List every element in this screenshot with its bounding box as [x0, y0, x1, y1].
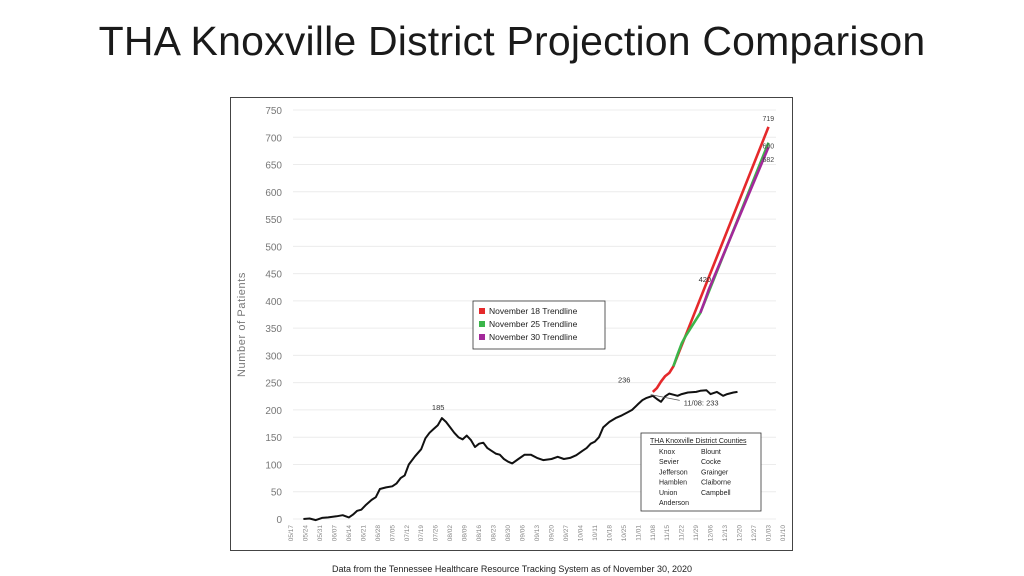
peak-value-label: 185	[432, 403, 445, 412]
counties-box: THA Knoxville District Counties Knox Sevie…	[640, 432, 762, 512]
annotation-pointer	[650, 394, 680, 401]
county-name: Grainger	[701, 469, 729, 476]
x-tick-label: 08/09	[462, 525, 469, 542]
counties-frame	[640, 432, 762, 512]
data-source-note: Data from the Tennessee Healthcare Resou…	[331, 564, 693, 574]
county-name: Cocke	[701, 459, 721, 466]
counties-title: THA Knoxville District Counties	[650, 438, 747, 445]
county-name: Union	[659, 490, 677, 497]
x-tick-label: 07/26	[433, 525, 440, 542]
county-name: Campbell	[701, 490, 731, 497]
y-tick-label: 350	[265, 324, 282, 335]
x-tick-label: 11/15	[664, 525, 671, 541]
x-tick-label: 05/31	[317, 525, 324, 542]
legend-frame	[472, 300, 606, 350]
x-tick-label: 11/08	[650, 525, 657, 541]
x-tick-label: 06/14	[346, 525, 353, 542]
x-tick-label: 12/20	[737, 525, 744, 542]
y-tick-label: 650	[265, 161, 282, 172]
y-axis-label: Number of Patients	[236, 272, 248, 377]
legend-swatch	[479, 321, 485, 327]
county-name: Knox	[659, 449, 675, 456]
x-tick-label: 09/20	[548, 525, 555, 542]
y-tick-label: 600	[265, 188, 282, 199]
x-tick-label: 12/13	[722, 525, 729, 542]
x-tick-label: 08/16	[476, 525, 483, 542]
y-tick-label: 0	[276, 515, 282, 526]
trendline-end-label: 690	[763, 144, 775, 151]
x-tick-label: 12/06	[708, 525, 715, 542]
trendline-november-25-trendline	[672, 142, 770, 367]
x-tick-label: 10/04	[577, 525, 584, 542]
y-tick-label: 400	[265, 297, 282, 308]
x-tick-label: 07/05	[389, 525, 396, 542]
x-tick-label: 11/29	[693, 525, 700, 541]
legend-swatch	[479, 308, 485, 314]
x-tick-label: 07/12	[404, 525, 411, 542]
county-name: Sevier	[659, 459, 680, 466]
legend-entry: November 25 Trendline	[489, 319, 578, 329]
page-title: THA Knoxville District Projection Compar…	[98, 18, 926, 64]
x-tick-label: 10/18	[606, 525, 613, 542]
trendline-end-label: 719	[763, 116, 775, 123]
county-name: Anderson	[659, 500, 689, 507]
x-tick-label: 06/28	[375, 525, 382, 542]
chart-frame: 0 50 100 150 200 250 300 350 400 450 500 550 600 650 7…	[230, 97, 793, 551]
x-tick-label: 06/07	[331, 525, 338, 542]
x-tick-label: 08/23	[491, 525, 498, 542]
legend-swatch	[479, 334, 485, 340]
y-tick-label: 50	[271, 488, 283, 499]
x-tick-label: 10/25	[621, 525, 628, 542]
y-tick-label: 500	[265, 242, 282, 253]
legend-entry: November 18 Trendline	[489, 306, 578, 316]
x-tick-label: 06/21	[360, 525, 367, 542]
county-name: Jefferson	[659, 469, 688, 476]
county-name: Claiborne	[701, 480, 731, 487]
y-tick-label: 750	[265, 106, 282, 117]
x-tick-label: 07/19	[418, 525, 425, 542]
x-tick-label: 11/22	[679, 525, 686, 541]
y-tick-label: 450	[265, 270, 282, 281]
trendline-november-18-trendline	[651, 126, 770, 393]
peak-value-label: 236	[618, 375, 631, 384]
y-tick-label: 150	[265, 433, 282, 444]
y-tick-label: 200	[265, 406, 282, 417]
x-tick-label: 01/03	[766, 525, 773, 542]
y-tick-label: 250	[265, 379, 282, 390]
county-name: Hamblen	[659, 480, 687, 487]
x-tick-label: 09/13	[534, 525, 541, 542]
legend-entry: November 30 Trendline	[489, 332, 578, 342]
y-tick-label: 700	[265, 133, 282, 144]
x-tick-label: 05/17	[288, 525, 295, 542]
x-tick-label: 08/30	[505, 525, 512, 542]
trendline-november-30-trendline	[699, 146, 770, 314]
y-tick-label: 300	[265, 351, 282, 362]
x-tick-label: 09/06	[520, 525, 527, 542]
peak-value-label: 420	[699, 275, 712, 284]
actual-patients-line	[303, 389, 738, 522]
x-tick-label: 09/27	[563, 525, 570, 542]
x-tick-label: 01/10	[780, 525, 787, 542]
x-tick-label: 12/27	[751, 525, 758, 542]
line-chart: 0 50 100 150 200 250 300 350 400 450 500 550 600 650 7…	[236, 106, 787, 542]
x-tick-label: 05/24	[302, 525, 309, 542]
x-tick-label: 11/01	[635, 525, 642, 541]
x-tick-label: 08/02	[447, 525, 454, 542]
y-tick-label: 550	[265, 215, 282, 226]
x-tick-label: 10/11	[592, 525, 599, 541]
trendline-end-label: 682	[763, 157, 775, 164]
county-name: Blount	[701, 449, 721, 456]
annotation-label: 11/08: 233	[684, 398, 719, 407]
y-tick-label: 100	[265, 460, 282, 471]
chart-legend: November 18 Trendline November 25 Trendli…	[472, 300, 606, 350]
